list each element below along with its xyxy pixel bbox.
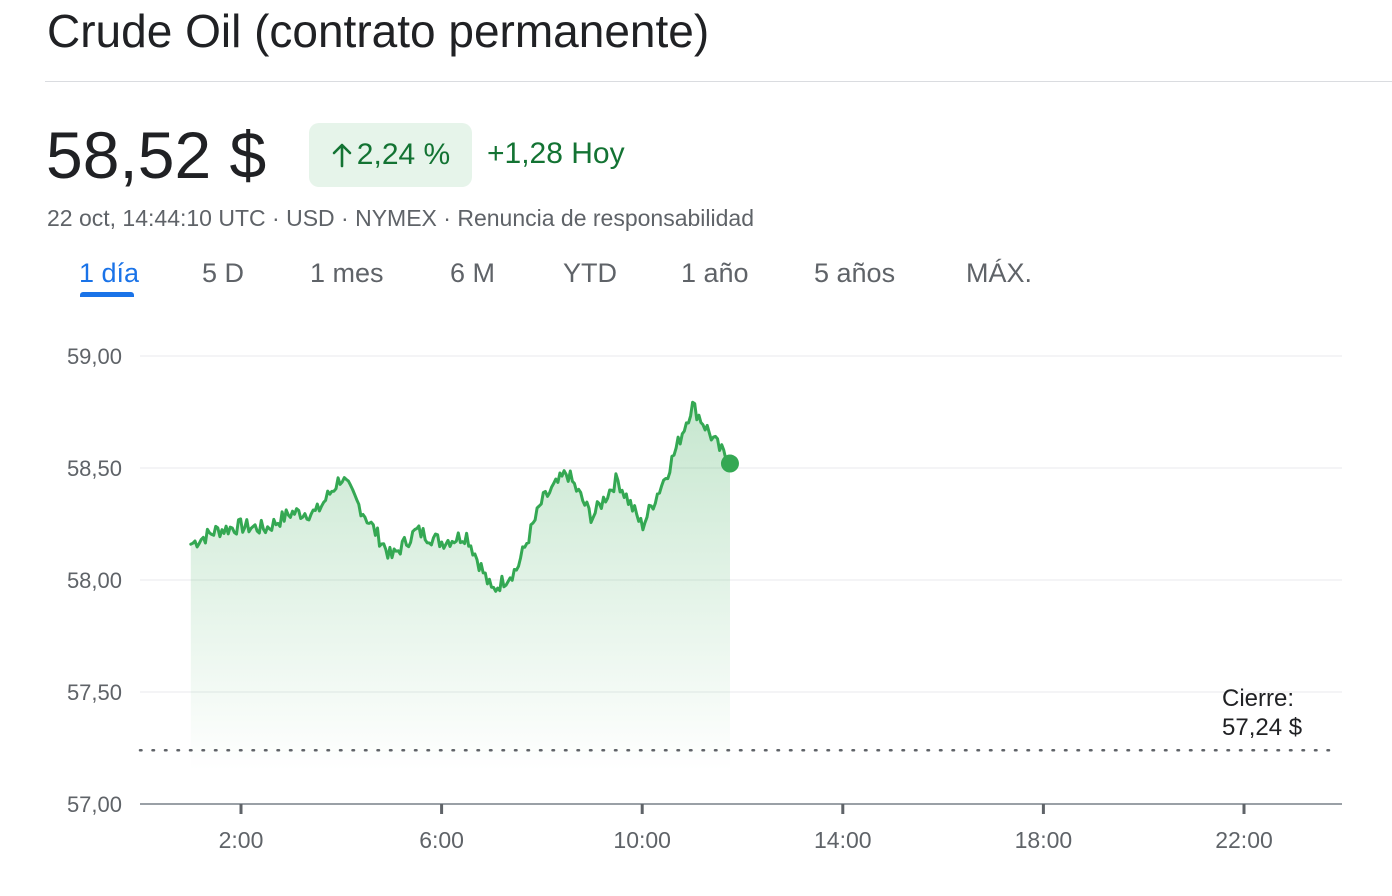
y-tick-label: 59,00 bbox=[67, 344, 122, 369]
x-tick-label: 2:00 bbox=[219, 827, 264, 853]
previous-close-value: 57,24 $ bbox=[1222, 714, 1302, 741]
disclaimer-link[interactable]: Renuncia de responsabilidad bbox=[457, 205, 754, 231]
tab-5-days[interactable]: 5 D bbox=[202, 258, 245, 288]
current-price: 58,52 $ bbox=[46, 118, 267, 192]
x-tick-label: 6:00 bbox=[419, 827, 464, 853]
meta-separator: · bbox=[334, 205, 356, 231]
header-divider bbox=[45, 81, 1392, 82]
page-title: Crude Oil (contrato permanente) bbox=[47, 5, 710, 57]
change-percent-badge: 2,24 % bbox=[309, 123, 472, 187]
y-tick-label: 57,50 bbox=[67, 680, 122, 705]
change-today: +1,28 Hoy bbox=[487, 137, 625, 170]
tab-1-month[interactable]: 1 mes bbox=[310, 258, 384, 288]
meta-separator: · bbox=[265, 205, 287, 231]
price-line bbox=[189, 400, 732, 593]
previous-close-label: Cierre: bbox=[1222, 685, 1294, 712]
meta-exchange: NYMEX bbox=[355, 205, 437, 231]
price-chart[interactable]: 59,00 58,50 58,00 57,50 57,00 2:00 6:00 10:00 14… bbox=[0, 330, 1392, 870]
price-area-fill bbox=[190, 402, 731, 771]
tab-1-year[interactable]: 1 año bbox=[681, 258, 749, 288]
meta-currency: USD bbox=[286, 205, 335, 231]
y-tick-label: 58,50 bbox=[67, 456, 122, 481]
change-percent: 2,24 % bbox=[356, 138, 451, 171]
current-price-point bbox=[720, 454, 739, 473]
x-tick-label: 18:00 bbox=[1015, 827, 1073, 853]
arrow-up-icon bbox=[332, 143, 352, 168]
y-tick-label: 57,00 bbox=[67, 792, 122, 817]
tab-max[interactable]: MÁX. bbox=[966, 258, 1033, 288]
active-tab-indicator bbox=[80, 292, 134, 297]
quote-meta: 22 oct, 14:44:10 UTC · USD · NYMEX · Ren… bbox=[47, 205, 754, 232]
tab-5-years[interactable]: 5 años bbox=[814, 258, 896, 288]
meta-time: 22 oct, 14:44:10 UTC bbox=[47, 205, 266, 231]
time-range-tabs: 1 día 5 D 1 mes 6 M YTD 1 año 5 años MÁX… bbox=[0, 258, 1392, 308]
x-tick-label: 22:00 bbox=[1215, 827, 1273, 853]
tab-ytd[interactable]: YTD bbox=[563, 258, 617, 288]
tab-6-months[interactable]: 6 M bbox=[450, 258, 496, 288]
x-tick-label: 14:00 bbox=[814, 827, 872, 853]
meta-separator: · bbox=[436, 205, 458, 231]
tab-1-day[interactable]: 1 día bbox=[79, 258, 140, 288]
x-tick-label: 10:00 bbox=[613, 827, 671, 853]
y-tick-label: 58,00 bbox=[67, 568, 122, 593]
